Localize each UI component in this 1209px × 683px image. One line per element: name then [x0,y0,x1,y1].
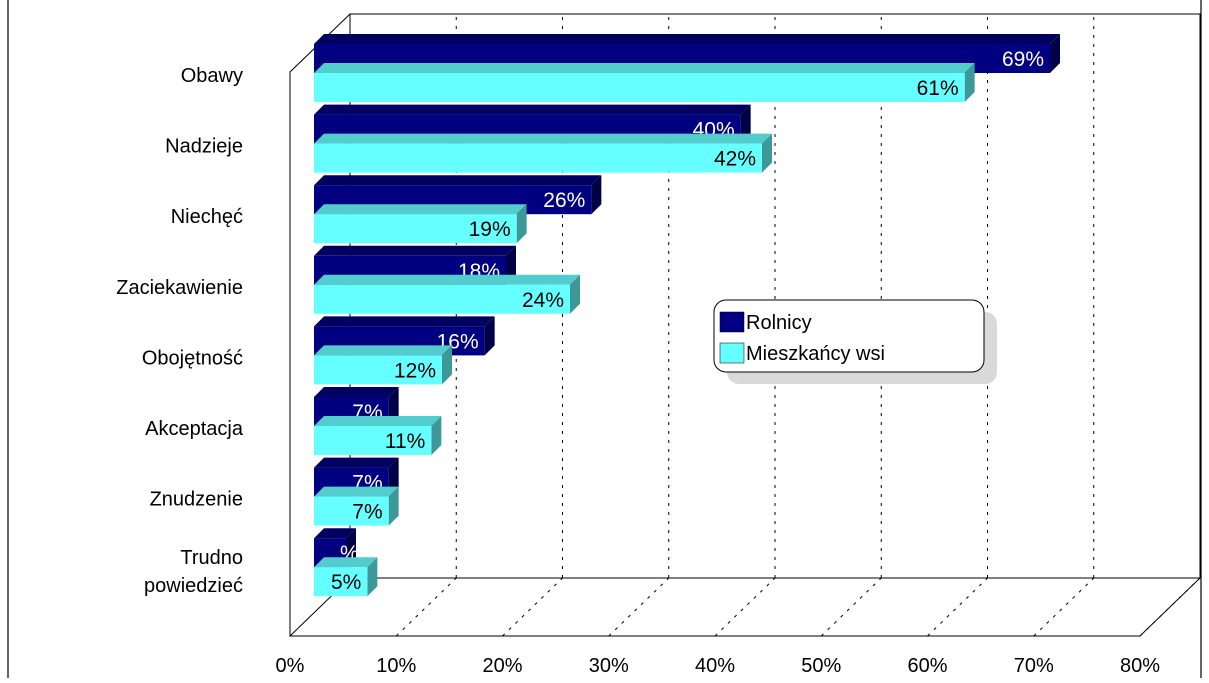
x-tick-label: 50% [801,655,841,677]
grid-floor-line [1033,577,1095,637]
x-tick-label: 80% [1120,655,1160,677]
legend-label: Mieszkańcy wsi [746,343,885,365]
bar-side-face [367,557,378,597]
bar-top-face [314,63,975,73]
bar-side-face [1050,34,1060,73]
bar-top-face [314,416,442,426]
category-label: Obawy [181,65,243,87]
data-label: 5% [331,571,361,594]
bar-top-face [314,34,1060,44]
bar-side-face [431,416,442,455]
bar-top-face [314,245,516,256]
data-label: 11% [385,430,425,453]
bar-side-face [570,274,580,314]
bar-top-face [314,175,602,186]
x-tick-label: 20% [482,655,522,677]
data-label: 7% [352,501,382,524]
bar-side-face [516,204,527,244]
category-label: Niechęć [171,206,243,228]
grid-floor-line [820,577,882,637]
bar-top-face [314,345,452,356]
x-tick-label: 10% [376,655,416,677]
x-tick-label: 0% [276,655,305,677]
bar-mieszkancy [314,496,389,526]
legend-label: Rolnicy [746,312,812,334]
data-label: 42% [714,148,756,171]
bar-top-face [314,316,495,327]
category-label: Trudno powiedzieć [144,547,243,597]
grid-floor-line [927,577,988,637]
data-label: 69% [1002,48,1044,71]
category-label: Zaciekawienie [116,277,243,299]
category-label: Akceptacja [145,418,244,440]
legend [713,299,985,373]
bar-side-face [762,133,772,173]
bar-side-face [388,486,399,526]
bar-top-face [314,486,399,497]
legend-swatch [719,311,745,333]
data-label: 61% [917,77,959,100]
data-label: 12% [394,359,436,382]
bar-mieszkancy [314,567,368,597]
bar-side-face [964,63,975,102]
bar-top-face [314,104,751,115]
category-label: Nadzieje [165,136,243,158]
bar-side-face [591,175,602,215]
bar-top-face [314,528,356,539]
bar-top-face [314,274,580,285]
data-label: 26% [543,189,585,212]
bar-mieszkancy [314,426,432,455]
bar-top-face [314,204,527,215]
x-tick-label: 60% [907,655,947,677]
data-label: 24% [522,289,564,312]
bar-side-face [484,316,495,356]
bar-side-face [442,345,452,385]
data-label: 19% [469,218,511,241]
x-tick-label: 40% [695,655,735,677]
x-tick-label: 70% [1014,655,1054,677]
bar-mieszkancy [314,143,762,173]
category-label: Znudzenie [150,489,243,511]
bar-top-face [314,133,772,144]
legend-swatch [719,342,745,364]
bar-top-face [314,457,399,468]
bar-mieszkancy [314,355,442,385]
category-label: Obojętność [142,347,243,369]
grid-floor-line [395,577,457,637]
bar-mieszkancy [314,73,965,102]
grid-floor-line [608,577,670,637]
grid-floor-line [502,577,563,637]
bar-top-face [314,557,378,568]
x-tick-label: 30% [589,655,629,677]
bar-mieszkancy [314,284,570,314]
floor [290,577,1202,637]
grid-floor-line [714,577,776,637]
bar-top-face [314,387,399,397]
bar-mieszkancy [314,214,517,244]
